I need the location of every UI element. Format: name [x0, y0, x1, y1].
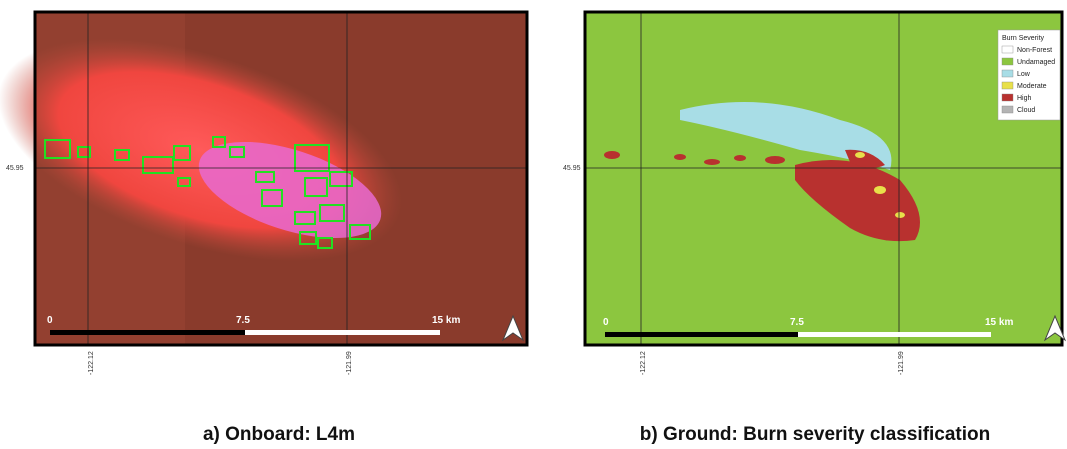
legend-title: Burn Severity: [1002, 35, 1045, 42]
scale-label: 0: [47, 315, 53, 326]
caption: b) Ground: Burn severity classification: [640, 424, 991, 445]
scale-bar: [798, 332, 991, 337]
lon-label: -122.12: [88, 351, 95, 375]
legend-swatch: [1002, 58, 1013, 65]
lat-label: 45.95: [563, 165, 581, 172]
legend-swatch: [1002, 94, 1013, 101]
legend-label: Non-Forest: [1017, 47, 1052, 54]
scale-label: 7.5: [790, 317, 804, 328]
legend-label: Undamaged: [1017, 59, 1055, 66]
legend-swatch: [1002, 106, 1013, 113]
figure: 0 7.5 15 km 45.95 -122.12 -121.99 a) Onb…: [0, 0, 1067, 449]
scale-bar: [245, 330, 440, 335]
lon-label: -121.99: [898, 351, 905, 375]
scale-label: 15 km: [432, 315, 460, 326]
panel-a: 0 7.5 15 km 45.95 -122.12 -121.99 a) Onb…: [0, 0, 527, 445]
scale-bar: [605, 332, 798, 337]
legend-swatch: [1002, 82, 1013, 89]
scale-label: 15 km: [985, 317, 1013, 328]
legend-swatch: [1002, 70, 1013, 77]
legend-swatch: [1002, 46, 1013, 53]
lat-label: 45.95: [6, 165, 24, 172]
legend-label: Moderate: [1017, 83, 1047, 90]
lon-label: -122.12: [640, 351, 647, 375]
panel-b: 0 7.5 15 km 45.95 -122.12 -121.99 Burn S…: [563, 12, 1065, 445]
legend-label: Low: [1017, 71, 1031, 78]
scale-label: 0: [603, 317, 609, 328]
legend: Burn Severity Non-Forest Undamaged Low Mode…: [998, 30, 1060, 120]
lon-label: -121.99: [346, 351, 353, 375]
scale-label: 7.5: [236, 315, 250, 326]
caption: a) Onboard: L4m: [203, 424, 355, 445]
scale-bar: [50, 330, 245, 335]
legend-label: Cloud: [1017, 107, 1035, 114]
legend-label: High: [1017, 95, 1032, 102]
